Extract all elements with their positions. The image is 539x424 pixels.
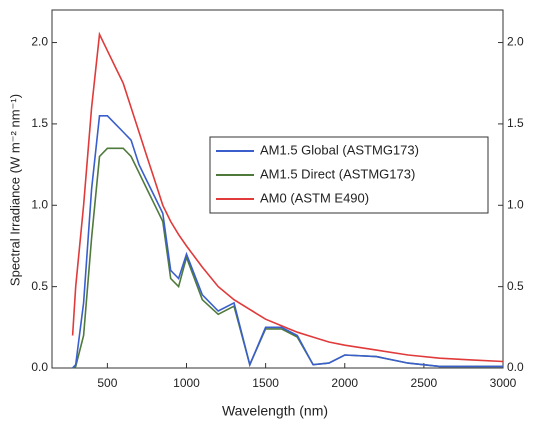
- y2-tick-label: 0.5: [507, 279, 524, 293]
- y-tick-label: 0.0: [31, 360, 48, 374]
- page: Wavelength (nm) Spectral Irradiance (W m…: [0, 0, 539, 424]
- y-axis-title: Spectral Irradiance (W m⁻² nm⁻¹): [7, 94, 22, 286]
- chart: Wavelength (nm) Spectral Irradiance (W m…: [0, 0, 539, 424]
- y2-tick-label: 1.0: [507, 197, 524, 211]
- y-tick-label: 1.5: [31, 116, 48, 130]
- x-tick-label: 3000: [490, 376, 517, 390]
- legend-label: AM0 (ASTM E490): [260, 190, 369, 205]
- y2-tick-label: 2.0: [507, 35, 524, 49]
- y2-tick-label: 1.5: [507, 116, 524, 130]
- y2-tick-label: 0.0: [507, 360, 524, 374]
- legend-label: AM1.5 Direct (ASTMG173): [260, 166, 415, 181]
- y-tick-label: 0.5: [31, 279, 48, 293]
- y-tick-label: 1.0: [31, 197, 48, 211]
- x-tick-label: 500: [97, 376, 117, 390]
- x-tick-label: 2000: [331, 376, 358, 390]
- legend-label: AM1.5 Global (ASTMG173): [260, 142, 419, 157]
- x-tick-label: 1500: [252, 376, 279, 390]
- y-tick-label: 2.0: [31, 35, 48, 49]
- x-axis-title: Wavelength (nm): [222, 403, 328, 419]
- x-tick-label: 2500: [411, 376, 438, 390]
- x-tick-label: 1000: [173, 376, 200, 390]
